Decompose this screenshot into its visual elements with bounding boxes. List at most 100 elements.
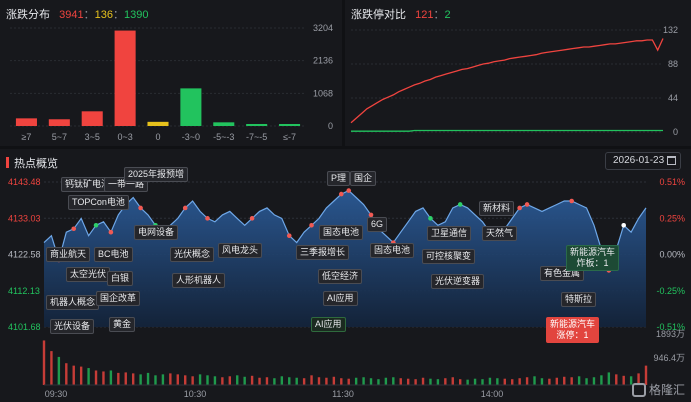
y-tick-label: 44 bbox=[668, 93, 678, 103]
up-count: 3941 bbox=[59, 9, 84, 21]
concept-tag[interactable]: 可控核聚变 bbox=[422, 249, 476, 264]
y-right-label: 0.25% bbox=[659, 213, 685, 223]
concept-tag[interactable]: 国企 bbox=[350, 171, 377, 186]
concept-tag[interactable]: 天然气 bbox=[482, 226, 518, 241]
concept-tag[interactable]: 6G bbox=[367, 217, 388, 232]
volume-bar bbox=[607, 372, 611, 385]
volume-bar bbox=[191, 376, 194, 385]
concept-tag[interactable]: 卫星通信 bbox=[427, 226, 472, 241]
calendar-icon[interactable] bbox=[667, 156, 676, 165]
concept-tag[interactable]: 风电龙头 bbox=[218, 243, 263, 258]
concept-tag[interactable]: 人形机器人 bbox=[172, 273, 226, 288]
dist-bar bbox=[246, 124, 268, 126]
volume-bar bbox=[295, 377, 298, 385]
y-tick-label: 0 bbox=[328, 121, 333, 131]
concept-tag[interactable]: 特斯拉 bbox=[561, 292, 597, 307]
nev-break-box[interactable]: 新能源汽车 炸板：1 bbox=[566, 245, 620, 271]
volume-bar bbox=[131, 373, 135, 385]
distribution-panel: 涨跌分布 3941：136：1390 3204 2136 1068 0 ≥7 5~7 3~5… bbox=[0, 0, 342, 146]
concept-tag[interactable]: 钙钛矿电池 bbox=[61, 177, 115, 192]
volume-bar bbox=[347, 378, 350, 385]
volume-bar bbox=[488, 377, 492, 385]
volume-bar bbox=[50, 351, 53, 385]
y-right-label: 0.00% bbox=[659, 250, 685, 260]
volume-bar bbox=[310, 375, 313, 385]
concept-tag[interactable]: 2025年报预增 bbox=[124, 167, 189, 182]
volume-bar bbox=[451, 377, 454, 385]
concept-tag[interactable]: 黄金 bbox=[109, 317, 136, 332]
volume-bar bbox=[72, 365, 75, 385]
concept-tag[interactable]: TOPCon电池 bbox=[68, 195, 129, 210]
volume-bar bbox=[332, 376, 336, 385]
hot-overview-title: 热点概览 bbox=[14, 158, 58, 170]
distribution-chart: 3204 2136 1068 0 ≥7 5~7 3~5 0~3 0 -3~0 -5~-3 -7~-5 ≤… bbox=[10, 23, 333, 142]
y-left-label: 4122.58 bbox=[8, 250, 41, 260]
event-dot bbox=[621, 222, 627, 228]
volume-bar bbox=[429, 378, 432, 385]
concept-tag[interactable]: 国态电池 bbox=[319, 225, 364, 240]
concept-tag[interactable]: 白银 bbox=[107, 271, 134, 286]
vol-top-label: 1893万 bbox=[656, 329, 685, 339]
concept-tag[interactable]: 低空经济 bbox=[318, 269, 363, 284]
event-dot bbox=[346, 188, 352, 193]
limit-series-line bbox=[351, 129, 663, 132]
flat-count: 136 bbox=[94, 9, 114, 21]
nev-limitup-box[interactable]: 新能源汽车 涨停：1 bbox=[546, 317, 600, 343]
volume-bar bbox=[198, 374, 202, 385]
concept-tag[interactable]: AI应用 bbox=[311, 317, 346, 332]
nev-limitup-line2: 涨停：1 bbox=[556, 330, 589, 340]
nev-break-line2: 炸板：1 bbox=[576, 258, 609, 268]
volume-bar bbox=[146, 372, 150, 385]
date-picker[interactable]: 2026-01-23 bbox=[605, 152, 681, 170]
concept-tag[interactable]: 固态电池 bbox=[370, 243, 415, 258]
concept-tag[interactable]: 机器人概念 bbox=[46, 295, 100, 310]
y-tick-label: 1068 bbox=[313, 88, 333, 98]
concept-tag[interactable]: 商业航天 bbox=[46, 247, 91, 262]
volume-bar bbox=[644, 365, 648, 385]
dist-bar bbox=[279, 124, 301, 126]
concept-tag[interactable]: 电网设备 bbox=[134, 225, 179, 240]
concept-tag[interactable]: 三季报增长 bbox=[296, 245, 350, 260]
event-dot bbox=[368, 212, 374, 218]
dist-bar bbox=[213, 122, 235, 126]
volume-bar bbox=[258, 377, 261, 385]
concept-tag[interactable]: 光伏逆变器 bbox=[431, 274, 485, 289]
concept-tag[interactable]: BC电池 bbox=[94, 247, 133, 262]
dist-bar bbox=[180, 88, 202, 126]
concept-tag[interactable]: 光伏设备 bbox=[50, 319, 95, 334]
concept-tag[interactable]: 新材料 bbox=[479, 201, 515, 216]
volume-bar bbox=[414, 379, 417, 385]
volume-bar bbox=[406, 378, 410, 385]
volume-bar bbox=[228, 376, 232, 385]
x-tick-label: 5~7 bbox=[52, 132, 67, 142]
volume-bar bbox=[280, 376, 284, 385]
volume-bar bbox=[340, 378, 343, 385]
y-tick-label: 88 bbox=[668, 59, 678, 69]
index-line bbox=[43, 189, 647, 273]
volume-bar bbox=[481, 379, 484, 385]
y-left-label: 4133.03 bbox=[8, 213, 41, 223]
event-dot bbox=[108, 229, 114, 235]
volume-bar bbox=[563, 376, 566, 385]
x-time-label: 11:30 bbox=[332, 389, 354, 399]
volume-bar bbox=[548, 378, 551, 385]
concept-tag[interactable]: 光伏概念 bbox=[170, 247, 215, 262]
volume-bar bbox=[42, 340, 46, 385]
volume-bar bbox=[503, 378, 506, 385]
concept-tag[interactable]: 太空光伏 bbox=[66, 267, 111, 282]
volume-bar bbox=[570, 377, 573, 385]
concept-tag[interactable]: AI应用 bbox=[323, 291, 358, 306]
volume-bar bbox=[139, 374, 142, 385]
concept-tag[interactable]: 国企改革 bbox=[96, 291, 141, 306]
event-dot bbox=[517, 205, 522, 211]
x-time-label: 09:30 bbox=[45, 389, 68, 399]
volume-bar bbox=[444, 378, 447, 385]
limit-series-line bbox=[350, 38, 664, 124]
y-right-label: 0.51% bbox=[659, 177, 685, 187]
volume-bar bbox=[109, 370, 113, 385]
concept-tag[interactable]: P理 bbox=[327, 171, 351, 186]
volume-bar bbox=[124, 372, 127, 385]
watermark: 格隆汇 bbox=[631, 381, 685, 398]
volume-bar bbox=[161, 374, 165, 385]
volume-bar bbox=[555, 377, 559, 385]
